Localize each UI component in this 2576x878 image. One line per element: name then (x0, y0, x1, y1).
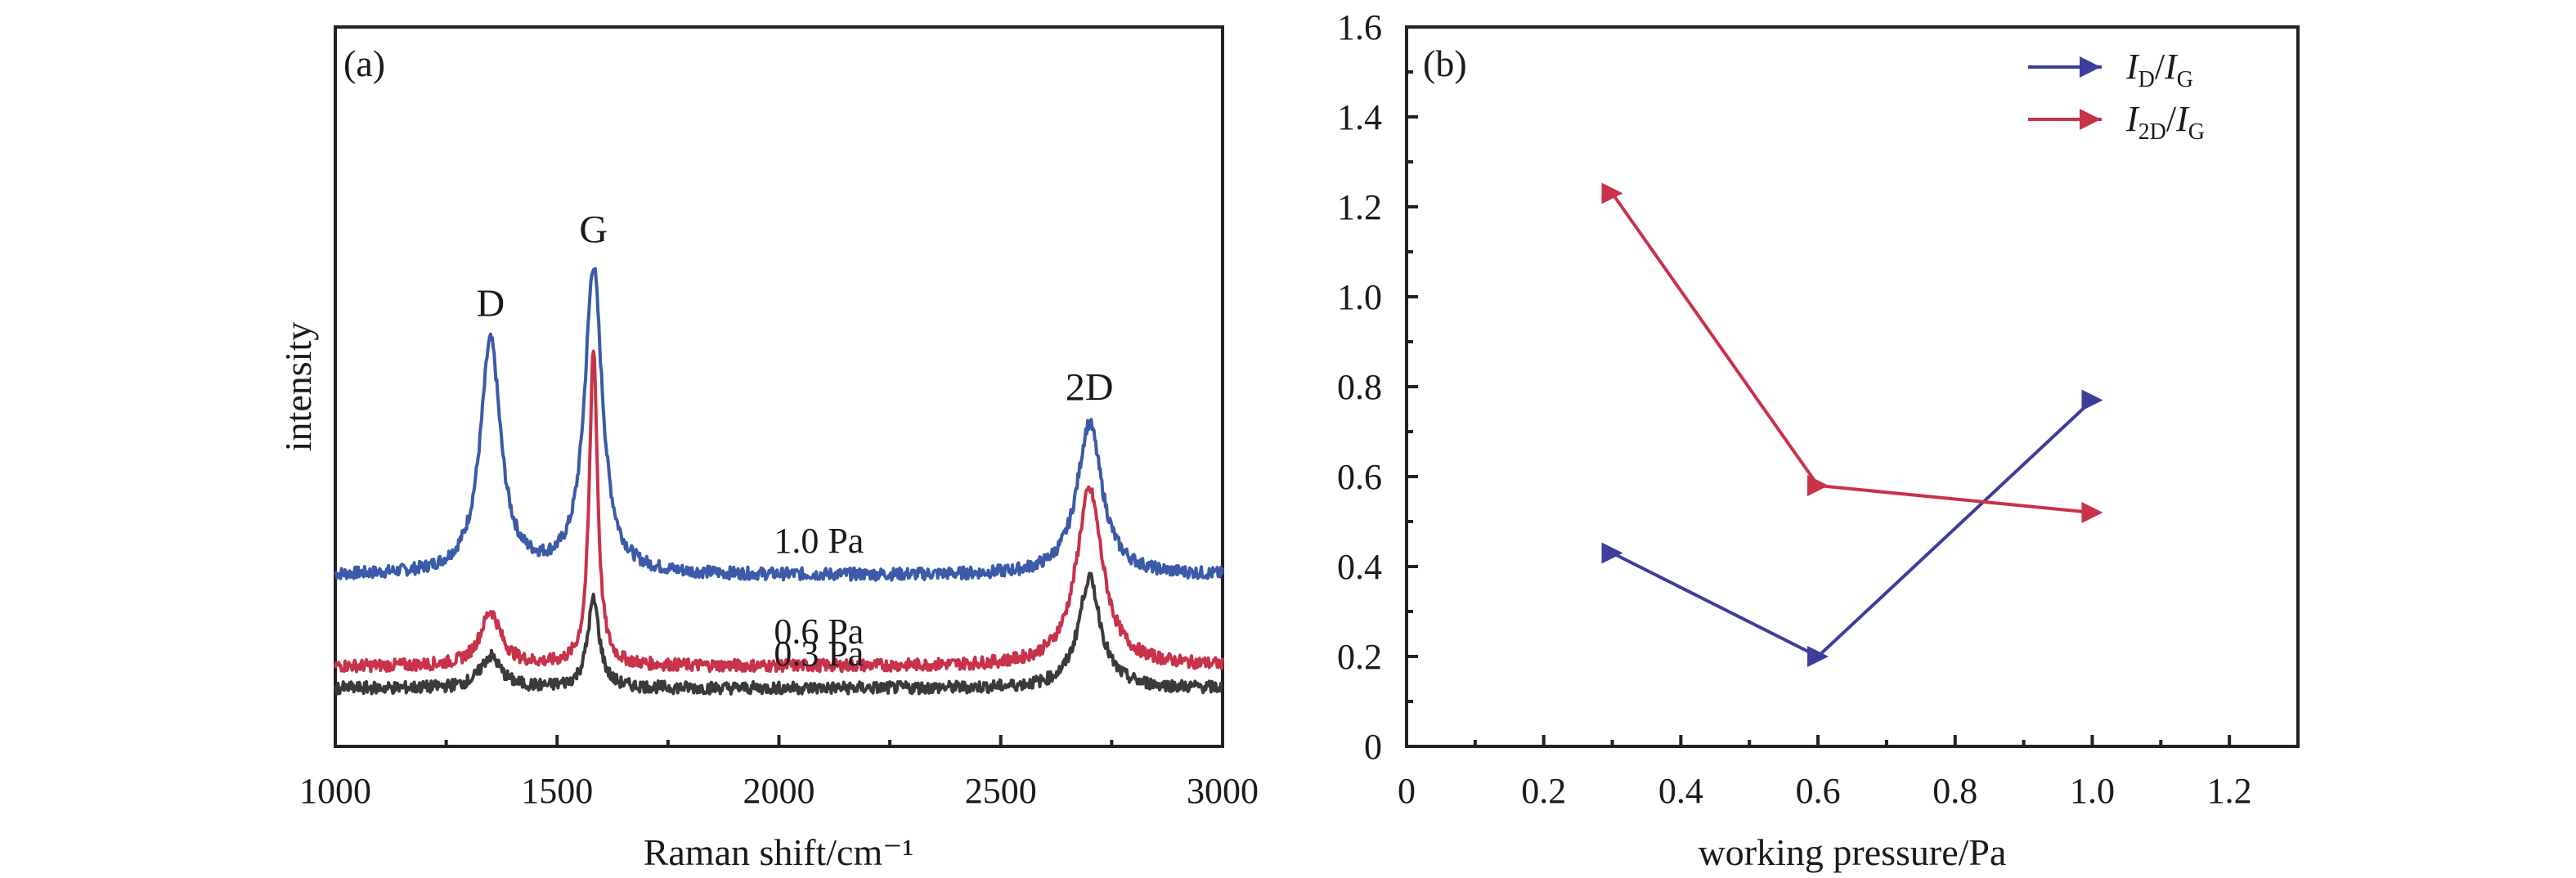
y-tick-label: 1.0 (1337, 277, 1382, 317)
panel-a-traces (334, 267, 1224, 696)
legend-label-part: 2D (2138, 119, 2166, 145)
peak-label: G (579, 208, 608, 252)
y-tick-label: 1.6 (1337, 7, 1382, 47)
data-point (1601, 182, 1623, 204)
series-line (1611, 399, 2094, 659)
panel-a-x-axis-title: Raman shift/cm⁻¹ (644, 831, 914, 873)
panel-a-label: (a) (343, 43, 385, 84)
data-point (2081, 389, 2103, 411)
legend-label-part: I (2175, 99, 2190, 139)
x-tick-label: 1.2 (2207, 771, 2252, 811)
x-tick-label: 1000 (299, 771, 371, 811)
data-point (2081, 502, 2103, 523)
legend-label: ID/IG (2125, 47, 2193, 92)
panel-b-intensity-ratios: (b) working pressure/Pa 0 0.2 0.4 0.6 0.8 1.0… (1337, 7, 2300, 873)
panel-b-x-ticks: 0 0.2 0.4 0.6 0.8 1.0 1.2 (1398, 735, 2300, 811)
data-point (1807, 646, 1829, 667)
y-tick-label: 0.8 (1337, 367, 1382, 407)
panel-b-x-axis-title: working pressure/Pa (1699, 831, 2007, 873)
y-tick-label: 1.4 (1337, 97, 1382, 137)
panel-b-y-ticks: 0 0.2 0.4 0.6 0.8 1.0 1.2 1.4 1.6 (1337, 7, 1418, 767)
x-tick-label: 1500 (521, 771, 593, 811)
panel-a-raman-spectra: (a) intensity Raman shift/cm⁻¹ 1000 1500 2… (277, 25, 1259, 873)
panel-a-trace-labels: 1.0 Pa 0.6 Pa0.3 Pa (774, 521, 864, 674)
panel-b-series (1601, 182, 2103, 667)
spectrum-line (334, 267, 1224, 582)
panel-a-y-axis-title: intensity (277, 322, 319, 451)
trace-label: 0.3 Pa (774, 634, 864, 674)
legend-label-part: / (2155, 47, 2165, 87)
panel-b-label: (b) (1423, 43, 1467, 84)
legend-label-part: I (2125, 47, 2140, 87)
legend-label-part: D (2138, 67, 2155, 92)
x-tick-label: 0.4 (1658, 771, 1703, 811)
y-tick-label: 0.6 (1337, 457, 1382, 497)
data-point (1601, 542, 1623, 564)
data-point (1807, 475, 1829, 496)
legend-marker (2080, 56, 2101, 78)
y-tick-label: 1.2 (1337, 187, 1382, 227)
x-tick-label: 0.8 (1932, 771, 1977, 811)
panel-a-peak-labels: D G 2D (477, 208, 1114, 410)
x-tick-label: 0 (1398, 771, 1416, 811)
spectrum-line (334, 571, 1224, 696)
legend-label-part: G (2177, 67, 2193, 92)
legend-label-part: G (2188, 119, 2205, 145)
y-tick-label: 0.2 (1337, 637, 1382, 677)
series-line (1610, 192, 2093, 514)
legend-label-part: / (2166, 99, 2177, 139)
legend-label-part: I (2164, 47, 2179, 87)
x-tick-label: 0.2 (1521, 771, 1566, 811)
legend-marker (2080, 109, 2101, 130)
y-tick-label: 0.4 (1337, 547, 1382, 587)
x-tick-label: 0.6 (1796, 771, 1841, 811)
peak-label: D (477, 282, 505, 325)
trace-label: 0.6 Pa (774, 611, 864, 652)
peak-label: 2D (1066, 366, 1114, 410)
legend-label: I2D/IG (2125, 99, 2205, 145)
trace-label: 1.0 Pa (774, 521, 864, 561)
x-tick-label: 2000 (743, 771, 815, 811)
panel-a-x-ticks: 1000 1500 2000 2500 3000 (299, 735, 1259, 811)
x-tick-label: 3000 (1187, 771, 1259, 811)
y-tick-label: 0 (1364, 727, 1382, 767)
spectrum-line (334, 349, 1224, 674)
legend-label-part: I (2125, 99, 2140, 139)
x-tick-label: 2500 (965, 771, 1037, 811)
x-tick-label: 1.0 (2070, 771, 2115, 811)
